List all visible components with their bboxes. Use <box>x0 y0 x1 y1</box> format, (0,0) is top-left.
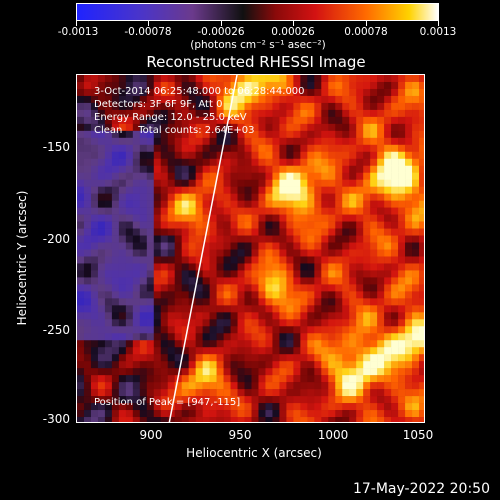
colorbar-label: -0.00078 <box>124 26 172 38</box>
colorbar-tick <box>148 21 149 26</box>
colorbar-label: 0.00026 <box>271 26 315 38</box>
colorbar-tick <box>76 21 77 26</box>
rhessi-image <box>76 74 425 423</box>
colorbar-tick <box>221 21 222 26</box>
overlay-method: Clean Total counts: 2.64E+03 <box>94 125 255 136</box>
heatmap-image <box>77 75 424 422</box>
y-tick-label: -250 <box>42 323 70 337</box>
colorbar-tick <box>438 21 439 26</box>
y-tick-label: -200 <box>42 232 70 246</box>
colorbar <box>76 3 439 21</box>
overlay-detectors: Detectors: 3F 6F 9F, Att 0 <box>94 99 223 110</box>
overlay-peak: Position of Peak = [947,-115] <box>94 397 241 408</box>
colorbar-tick <box>366 21 367 26</box>
timestamp: 17-May-2022 20:50 <box>352 481 490 497</box>
limb-line <box>168 75 238 422</box>
y-tick-label: -150 <box>42 140 70 154</box>
colorbar-units: (photons cm⁻² s⁻¹ asec⁻²) <box>190 39 326 51</box>
colorbar-label: 0.0013 <box>419 26 457 38</box>
x-tick-label: 950 <box>228 428 252 442</box>
colorbar-label: 0.00078 <box>344 26 388 38</box>
plot-title: Reconstructed RHESSI Image <box>146 53 366 71</box>
overlay-time-range: 3-Oct-2014 06:25:48.000 to 06:28:44.000 <box>94 86 305 97</box>
y-tick-label: -300 <box>42 412 70 426</box>
x-axis-label: Heliocentric X (arcsec) <box>186 446 322 460</box>
colorbar-tick <box>293 21 294 26</box>
x-tick-label: 1000 <box>317 428 349 442</box>
y-axis-label: Heliocentric Y (arcsec) <box>15 190 29 326</box>
overlay-energy-range: Energy Range: 12.0 - 25.0 keV <box>94 112 247 123</box>
colorbar-label: -0.0013 <box>57 26 99 38</box>
colorbar-label: -0.00026 <box>197 26 245 38</box>
x-tick-label: 1050 <box>402 428 434 442</box>
x-tick-label: 900 <box>139 428 163 442</box>
